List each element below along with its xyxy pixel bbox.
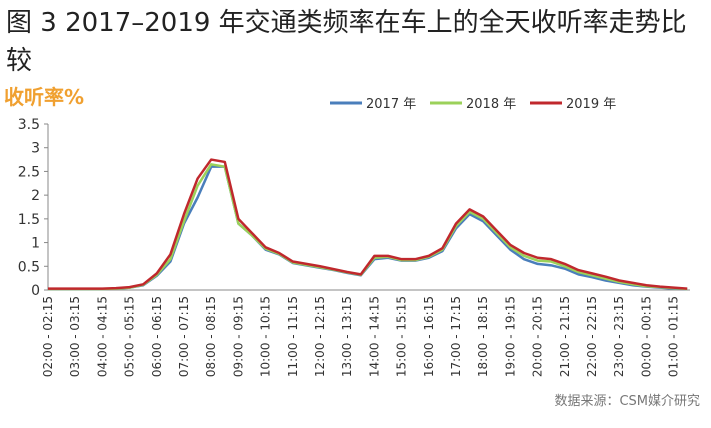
- x-tick-label: 21:00 - 21:15: [558, 296, 572, 377]
- x-tick-label: 02:00 - 02:15: [41, 296, 55, 377]
- series-line: [48, 163, 688, 291]
- x-tick-label: 14:00 - 14:15: [367, 296, 381, 377]
- y-tick-label: 0: [31, 283, 40, 299]
- y-tick-label: 2: [31, 188, 40, 204]
- x-tick-label: 10:00 - 10:15: [259, 296, 273, 377]
- x-tick-label: 15:00 - 15:15: [395, 296, 409, 377]
- x-tick-label: 08:00 - 08:15: [204, 296, 218, 377]
- x-tick-label: 12:00 - 12:15: [313, 296, 327, 377]
- x-tick-label: 09:00 - 09:15: [231, 296, 245, 377]
- legend-label: 2018 年: [466, 97, 516, 112]
- x-tick-label: 20:00 - 20:15: [531, 296, 545, 377]
- y-tick-label: 1.5: [18, 212, 40, 228]
- x-tick-label: 16:00 - 16:15: [422, 296, 436, 377]
- y-tick-label: 3: [31, 141, 40, 157]
- x-tick-label: 17:00 - 17:15: [449, 296, 463, 377]
- series-line: [48, 165, 688, 291]
- y-tick-label: 1: [31, 236, 40, 252]
- x-tick-label: 18:00 - 18:15: [476, 296, 490, 377]
- x-tick-label: 03:00 - 03:15: [68, 296, 82, 377]
- x-tick-label: 01:00 - 01:15: [667, 296, 681, 377]
- x-tick-label: 23:00 - 23:15: [612, 296, 626, 377]
- chart-title: 图 3 2017–2019 年交通类频率在车上的全天收听率走势比较: [6, 8, 687, 76]
- x-tick-label: 04:00 - 04:15: [95, 296, 109, 377]
- series-line: [48, 158, 688, 290]
- x-tick-label: 05:00 - 05:15: [123, 296, 137, 377]
- legend-label: 2017 年: [366, 97, 416, 112]
- x-tick-label: 19:00 - 19:15: [503, 296, 517, 377]
- legend-label: 2019 年: [566, 97, 616, 112]
- x-tick-label: 22:00 - 22:15: [585, 296, 599, 377]
- x-tick-label: 07:00 - 07:15: [177, 296, 191, 377]
- y-tick-label: 0.5: [18, 259, 40, 275]
- y-tick-label: 2.5: [18, 164, 40, 180]
- x-tick-label: 11:00 - 11:15: [286, 296, 300, 377]
- y-tick-label: 3.5: [18, 117, 40, 133]
- x-tick-label: 13:00 - 13:15: [340, 296, 354, 377]
- y-axis-label: 收听率%: [4, 85, 84, 109]
- source: 数据来源：CSM媒介研究: [554, 394, 700, 409]
- x-tick-label: 00:00 - 00:15: [639, 296, 653, 377]
- x-tick-label: 06:00 - 06:15: [150, 296, 164, 377]
